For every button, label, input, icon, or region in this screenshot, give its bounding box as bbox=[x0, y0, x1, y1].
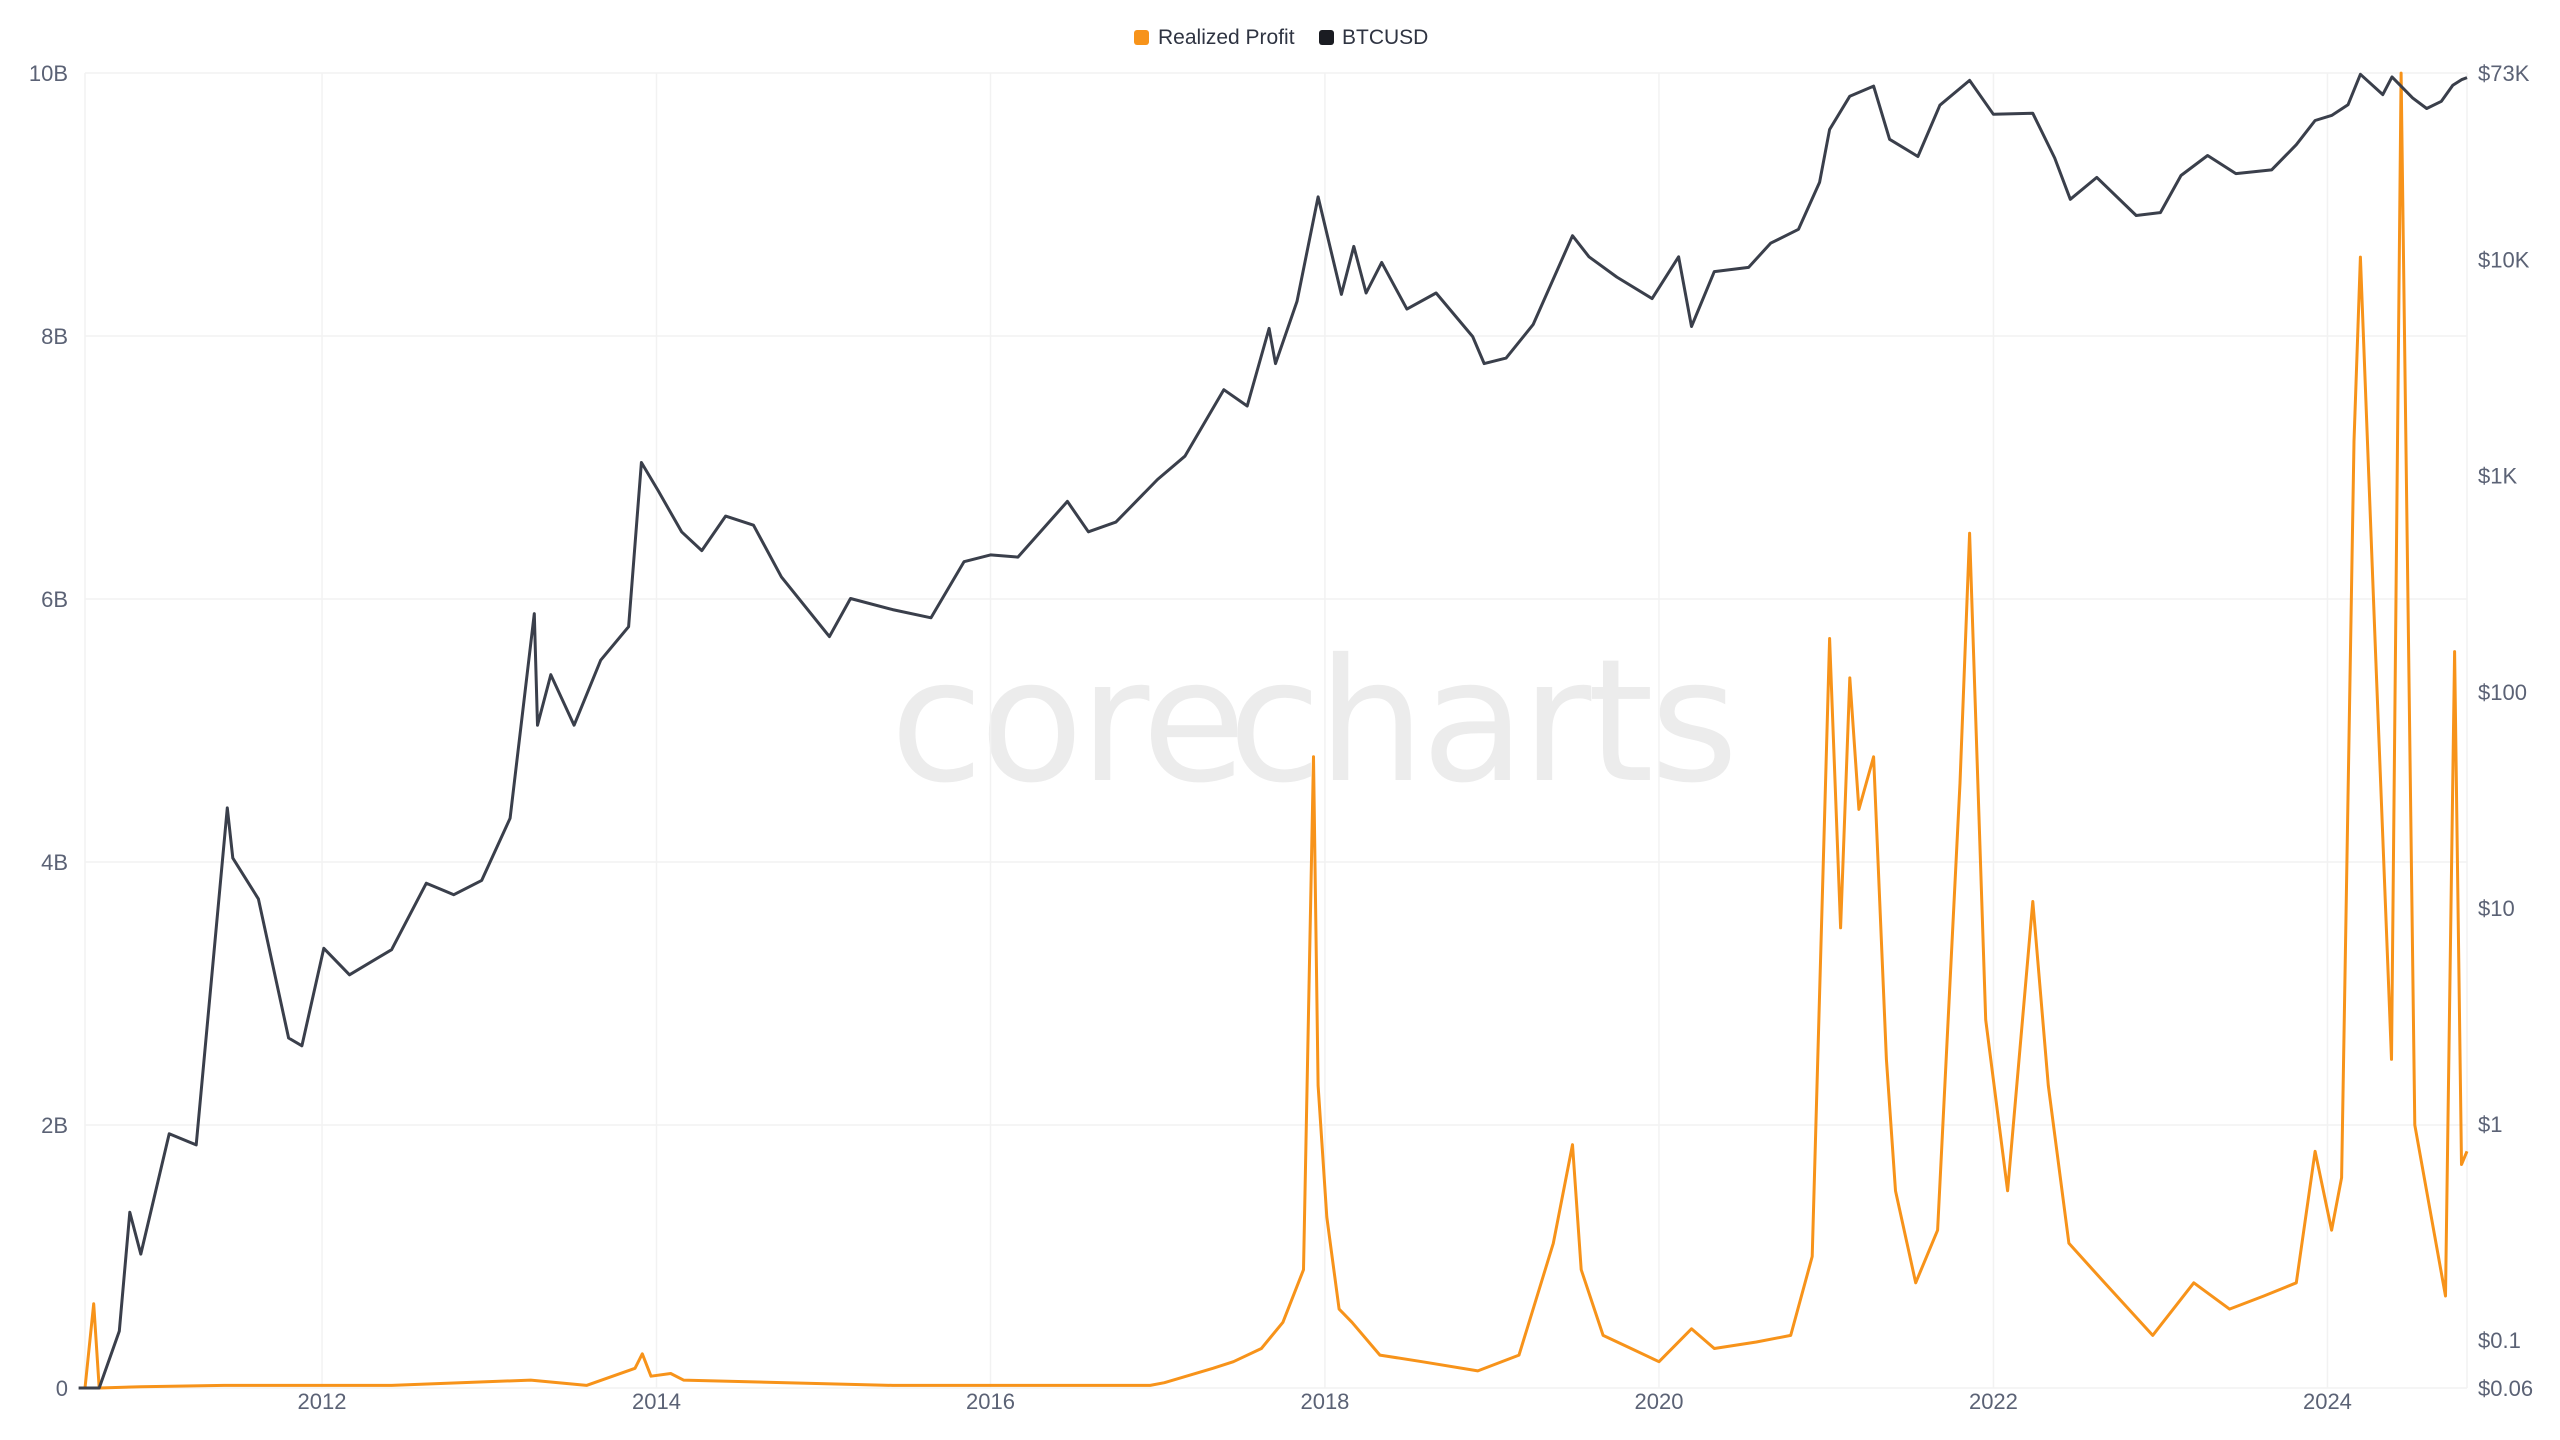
y-left-tick-label: 4B bbox=[41, 850, 68, 875]
y-right-tick-label: $1 bbox=[2478, 1112, 2502, 1137]
y-axis-left: 0 2B 4B 6B 8B 10B bbox=[29, 61, 68, 1401]
legend-swatch-realized-profit bbox=[1134, 30, 1149, 45]
y-right-tick-label: $73K bbox=[2478, 61, 2530, 86]
x-tick-label: 2018 bbox=[1300, 1389, 1349, 1414]
y-left-tick-label: 8B bbox=[41, 324, 68, 349]
y-right-tick-label: $1K bbox=[2478, 464, 2517, 489]
legend-label-btcusd: BTCUSD bbox=[1342, 26, 1428, 49]
y-axis-right: $73K $10K $1K $100 $10 $1 $0.1 $0.06 bbox=[2478, 61, 2533, 1401]
y-left-tick-label: 10B bbox=[29, 61, 68, 86]
y-right-tick-label: $0.1 bbox=[2478, 1328, 2521, 1353]
x-tick-label: 2022 bbox=[1969, 1389, 2018, 1414]
series-line-realized-profit bbox=[83, 71, 2469, 1390]
x-axis: 2012 2014 2016 2018 2020 2022 2024 bbox=[298, 1389, 2352, 1414]
y-right-tick-label: $10K bbox=[2478, 248, 2530, 273]
watermark-core: core bbox=[890, 623, 1242, 821]
y-right-tick-label: $10 bbox=[2478, 896, 2515, 921]
legend: Realized Profit BTCUSD bbox=[1134, 26, 1428, 49]
x-tick-label: 2020 bbox=[1634, 1389, 1683, 1414]
y-right-tick-label: $0.06 bbox=[2478, 1376, 2533, 1401]
x-tick-label: 2016 bbox=[966, 1389, 1015, 1414]
series-line-btcusd bbox=[78, 72, 2468, 1390]
x-tick-label: 2012 bbox=[298, 1389, 347, 1414]
y-left-tick-label: 0 bbox=[56, 1376, 68, 1401]
x-tick-label: 2024 bbox=[2303, 1389, 2352, 1414]
y-left-tick-label: 6B bbox=[41, 587, 68, 612]
legend-label-realized-profit: Realized Profit bbox=[1158, 26, 1295, 49]
legend-swatch-btcusd bbox=[1319, 30, 1334, 45]
y-left-tick-label: 2B bbox=[41, 1113, 68, 1138]
y-right-tick-label: $100 bbox=[2478, 680, 2527, 705]
x-tick-label: 2014 bbox=[632, 1389, 681, 1414]
